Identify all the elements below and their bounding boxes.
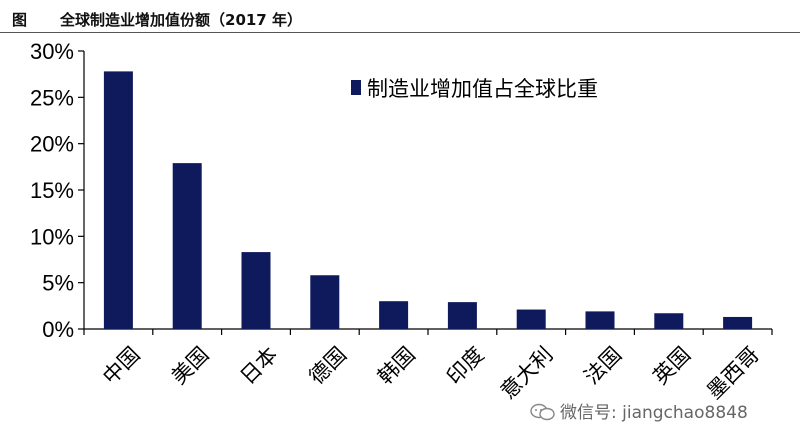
bar-1: [172, 163, 202, 329]
chart-legend: 制造业增加值占全球比重: [351, 77, 598, 101]
x-tick-label: 意大利: [496, 342, 558, 404]
x-tick-label: 韩国: [373, 342, 420, 389]
x-tick-label: 印度: [442, 342, 489, 389]
x-tick-label: 日本: [236, 342, 283, 389]
watermark-text: 微信号: jiangchao8848: [560, 403, 748, 423]
chart-title: 全球制造业增加值份额（2017 年）: [60, 11, 302, 29]
bar-2: [241, 252, 271, 329]
legend-label: 制造业增加值占全球比重: [367, 77, 598, 101]
figure-header: 图 全球制造业增加值份额（2017 年）: [0, 0, 800, 34]
y-tick-label: 15%: [30, 178, 74, 203]
bar-0: [103, 71, 133, 330]
watermark: 微信号: jiangchao8848: [530, 398, 748, 423]
x-tick-label: 墨西哥: [702, 342, 764, 404]
chart-bars: [103, 71, 753, 330]
x-tick-label: 德国: [304, 342, 351, 389]
bar-7: [585, 311, 615, 329]
y-tick-label: 30%: [30, 39, 74, 64]
legend-swatch: [351, 80, 361, 95]
bar-4: [379, 301, 409, 329]
y-tick-label: 20%: [30, 132, 74, 157]
y-tick-label: 10%: [30, 224, 74, 249]
x-tick-label: 中国: [98, 342, 145, 389]
y-tick-label: 5%: [42, 271, 74, 296]
y-tick-label: 0%: [42, 317, 74, 342]
figure-label: 图: [12, 11, 28, 29]
bar-3: [310, 275, 340, 329]
x-tick-label: 英国: [648, 342, 695, 389]
bar-5: [447, 302, 477, 329]
bar-9: [723, 316, 753, 329]
wechat-icon: [530, 403, 555, 421]
bar-8: [654, 313, 684, 329]
header-divider: [0, 32, 800, 33]
y-tick-label: 25%: [30, 85, 74, 110]
x-tick-label: 美国: [167, 342, 214, 389]
x-axis-labels: 中国 美国 日本 德国 韩国 印度 意大利 法国 英国 墨西哥: [98, 342, 764, 404]
x-tick-label: 法国: [580, 342, 627, 389]
bar-6: [516, 309, 546, 329]
